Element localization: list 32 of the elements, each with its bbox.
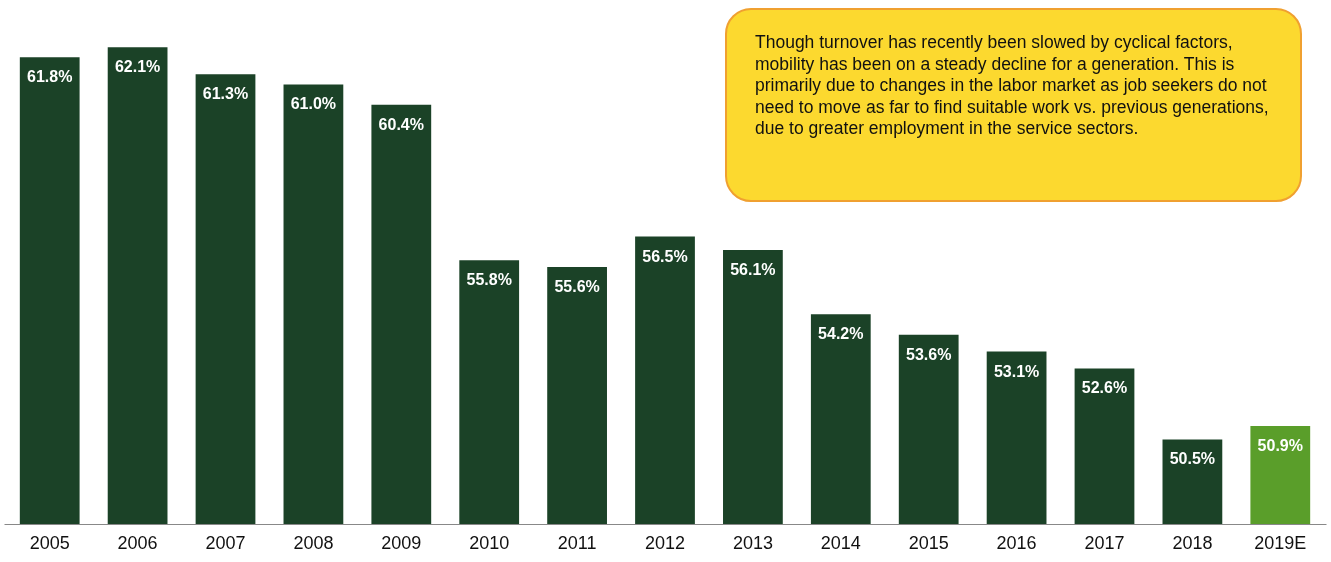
x-tick-label: 2005: [29, 532, 70, 553]
data-label: 54.2%: [818, 325, 864, 343]
x-tick-label: 2009: [381, 532, 422, 553]
x-tick-label: 2012: [644, 532, 686, 553]
x-tick-label: 2010: [469, 532, 510, 553]
data-label: 53.6%: [906, 345, 952, 363]
data-label: 61.0%: [290, 95, 337, 113]
x-tick-label: 2018: [1172, 532, 1213, 553]
data-label: 61.3%: [202, 85, 249, 103]
x-tick-label: 2007: [205, 532, 246, 553]
data-label: 50.9%: [1257, 436, 1303, 454]
data-label: 50.5%: [1169, 450, 1216, 468]
annotation: Though turnover has recently been slowed by cyclical factors, mobility has been on a steady decline for a generation. This is primarily due to changes in the labor market as job seekers do not need to move as far to find suitable work vs. previous generations, due to greater employment in the service sectors.: [755, 32, 1270, 140]
x-tick-label: 2015: [908, 532, 949, 553]
data-label: 61.8%: [27, 68, 73, 86]
data-label: 53.1%: [993, 362, 1040, 380]
x-tick-label: 2008: [293, 532, 334, 553]
x-tick-label: 2019E: [1254, 532, 1307, 553]
x-tick-label: 2006: [117, 532, 158, 553]
x-tick-label: 2014: [820, 532, 861, 553]
x-tick-label: 2016: [996, 532, 1037, 553]
data-label: 62.1%: [114, 58, 161, 76]
x-tick-label: 2011: [557, 532, 597, 553]
data-label: 55.8%: [466, 271, 512, 289]
data-label: 56.5%: [642, 247, 688, 265]
data-label: 60.4%: [378, 115, 424, 133]
x-tick-label: 2017: [1084, 532, 1125, 553]
data-label: 52.6%: [1081, 379, 1128, 397]
data-label: 55.6%: [554, 278, 600, 295]
note-box: Though turnover has recently been slowed by cyclical factors, mobility has been on a steady decline for a generation. This is primarily due to changes in the labor market as job seekers do not need to move as far to find suitable work vs. previous generations, due to greater employment in the service sectors.: [725, 8, 1302, 202]
x-tick-label: 2013: [732, 532, 773, 553]
data-label: 56.1%: [730, 261, 776, 279]
